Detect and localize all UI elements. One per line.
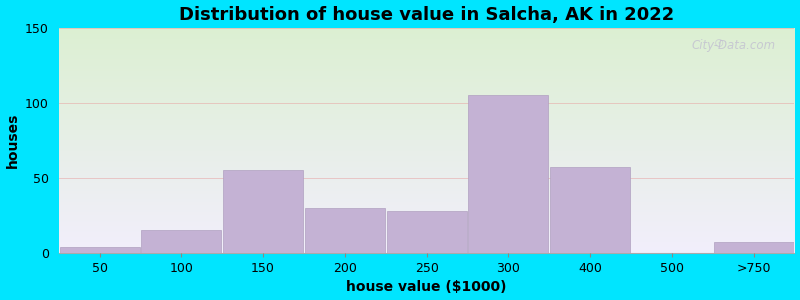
Bar <box>59 247 140 253</box>
Text: ⊙: ⊙ <box>714 37 725 50</box>
X-axis label: house value ($1000): house value ($1000) <box>346 280 507 294</box>
Bar <box>223 170 303 253</box>
Bar <box>714 242 794 253</box>
Bar <box>142 230 222 253</box>
Bar <box>550 167 630 253</box>
Title: Distribution of house value in Salcha, AK in 2022: Distribution of house value in Salcha, A… <box>179 6 674 24</box>
Bar <box>305 208 385 253</box>
Text: City-Data.com: City-Data.com <box>692 39 776 52</box>
Bar <box>468 95 548 253</box>
Bar <box>386 211 466 253</box>
Y-axis label: houses: houses <box>6 113 19 168</box>
